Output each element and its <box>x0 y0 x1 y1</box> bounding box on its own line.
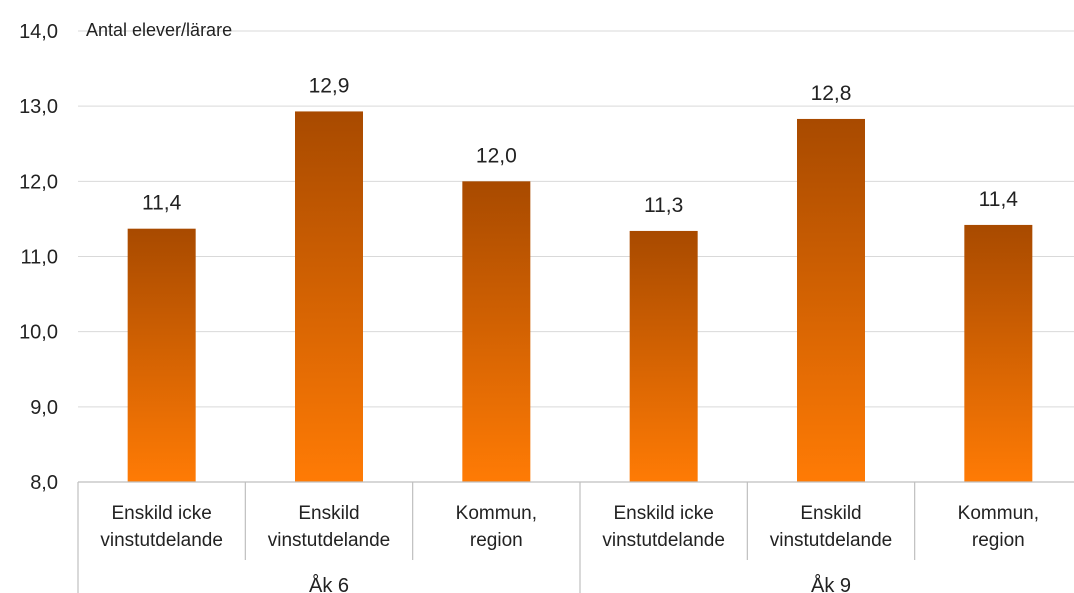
data-label: 12,8 <box>811 82 852 105</box>
x-category-label: Enskild <box>298 503 359 524</box>
bars: 11,4 12,9 12,0 11,3 12,8 11,4 <box>127 74 1033 483</box>
bar <box>797 118 865 482</box>
x-category-label: Enskild <box>800 503 861 524</box>
bar <box>295 111 363 482</box>
y-tick-label: 9,0 <box>30 397 58 419</box>
y-axis-title: Antal elever/lärare <box>86 20 232 40</box>
bar <box>462 181 531 483</box>
x-category-label: Enskild icke <box>112 503 212 524</box>
data-label: 11,4 <box>142 192 182 215</box>
data-label: 11,4 <box>979 188 1019 211</box>
x-category-label: vinstutdelande <box>268 530 391 551</box>
y-tick-label: 11,0 <box>21 247 58 269</box>
data-label: 12,9 <box>309 74 350 97</box>
y-tick-label: 14,0 <box>19 21 58 43</box>
data-label: 11,3 <box>644 194 683 217</box>
bar <box>964 224 1033 482</box>
x-category-label: region <box>470 530 523 551</box>
x-group-label: Åk 9 <box>811 574 851 593</box>
gridlines <box>78 30 1074 408</box>
y-tick-label: 10,0 <box>19 322 58 344</box>
x-category-label: vinstutdelande <box>602 530 725 551</box>
x-category-label: region <box>972 530 1025 551</box>
x-category-label: vinstutdelande <box>100 530 223 551</box>
x-category-label: vinstutdelande <box>770 530 893 551</box>
x-category-label: Kommun, <box>456 503 537 524</box>
x-category-label: Kommun, <box>958 503 1039 524</box>
axes: 8,0 9,0 10,0 11,0 12,0 13,0 14,0 Enskild icke vi… <box>19 21 1074 593</box>
bar <box>629 230 698 482</box>
data-label: 12,0 <box>476 144 517 167</box>
bar <box>127 228 196 482</box>
y-tick-label: 13,0 <box>19 96 58 118</box>
x-category-label: Enskild icke <box>614 503 714 524</box>
x-group-label: Åk 6 <box>309 574 349 593</box>
y-tick-label: 8,0 <box>30 472 58 494</box>
y-tick-label: 12,0 <box>19 171 58 193</box>
